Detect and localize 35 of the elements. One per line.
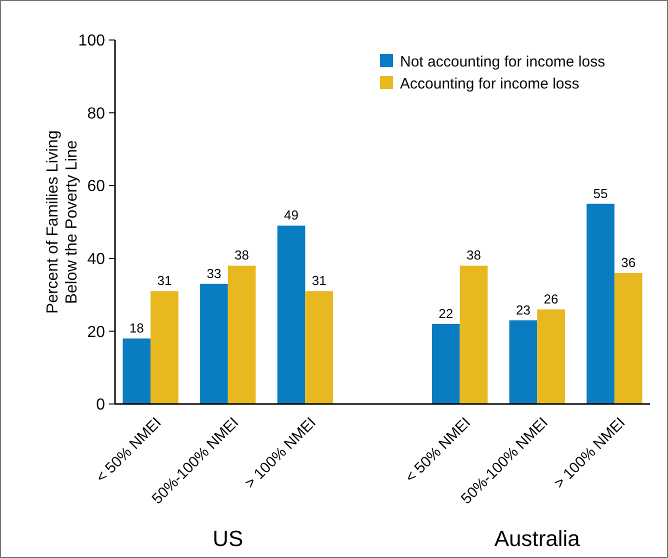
data-label: 31 [157,273,172,288]
text: Australia [494,526,581,551]
bar [537,309,565,404]
data-label: 38 [466,248,481,263]
data-label: 18 [129,320,144,336]
data-label: 22 [438,306,454,321]
y-tick-label: 100 [78,32,106,50]
bar [586,204,614,404]
bar [122,338,151,404]
bar [305,291,334,404]
bar [228,266,256,404]
text: US [212,526,244,551]
data-label: 36 [621,254,636,270]
y-tick-label: 60 [87,178,106,196]
legend-label: Accounting for income loss [400,75,580,92]
y-tick-label: 0 [96,396,106,414]
y-axis-title: Percent of Families Living Below the Poverty Line [44,130,81,314]
data-label: 38 [234,248,250,263]
bar [614,272,642,404]
data-label: 26 [544,291,558,306]
bar [460,266,488,404]
bar [200,284,228,404]
legend-label: Not accounting for income loss [400,53,606,70]
bar [277,226,306,404]
data-label: 31 [312,273,326,288]
bar [509,320,538,404]
y-tick-label: 40 [87,251,106,268]
data-label: 33 [206,266,222,281]
data-label: 23 [516,302,530,318]
y-tick-label: 80 [87,105,106,122]
bar [432,324,460,404]
bar [150,291,178,404]
y-tick-label: 20 [87,324,106,341]
data-label: 49 [284,208,299,223]
data-label: 55 [593,186,608,201]
